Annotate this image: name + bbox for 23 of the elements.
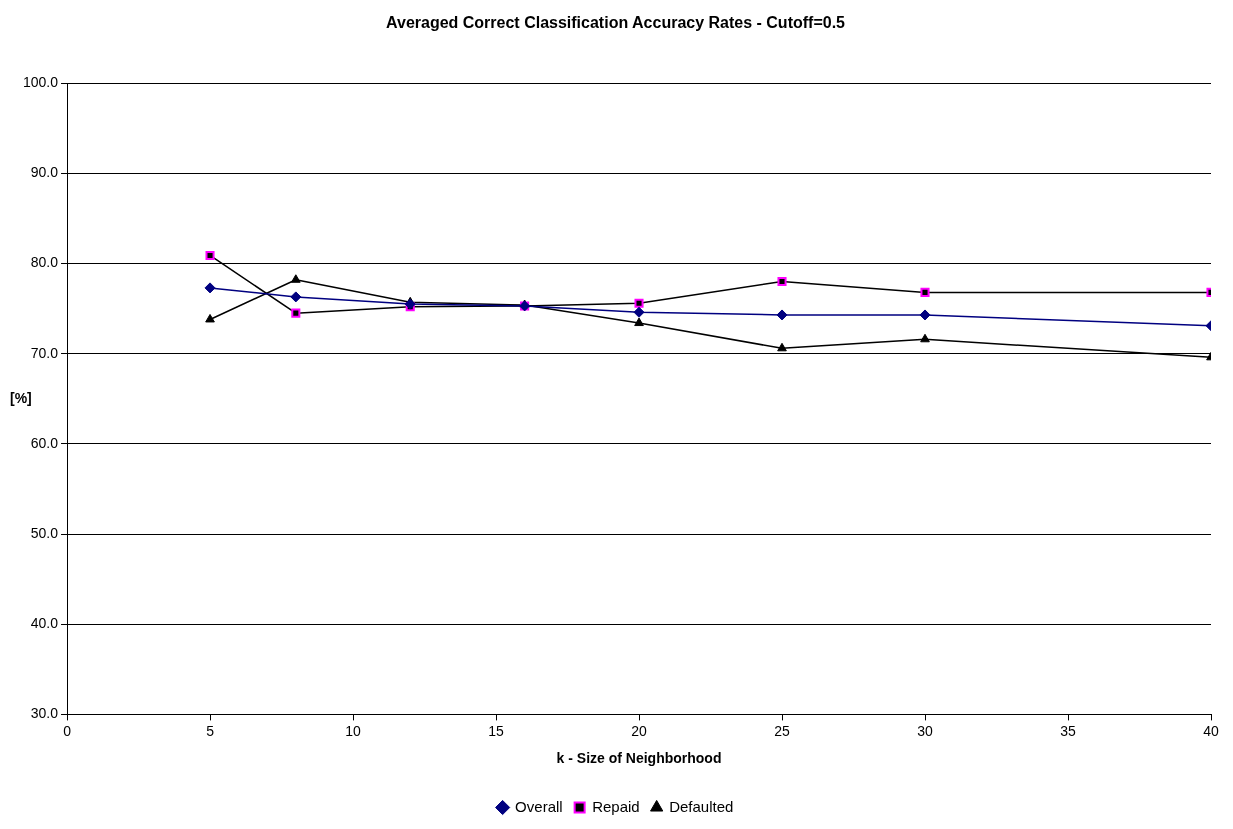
x-axis-title: k - Size of Neighborhood [556,750,722,767]
x-tick-label: 25 [774,722,791,739]
legend-label: Defaulted [669,797,734,815]
x-tick-label: 15 [488,722,505,739]
legend-label: Overall [515,797,563,815]
x-tick-label: 40 [1203,722,1219,739]
x-tick-label: 10 [345,722,362,739]
y-tick-label: 50.0 [30,524,59,541]
chart-title: Averaged Correct Classification Accuracy Rates - Cutoff=0.5 [386,14,846,32]
y-tick-label: 60.0 [30,434,59,451]
x-tick-label: 20 [631,722,648,739]
y-tick-label: 80.0 [30,254,59,271]
legend-label: Repaid [592,797,640,815]
y-tick-label: 70.0 [30,344,59,361]
y-tick-label: 90.0 [30,164,59,181]
x-tick-label: 30 [917,722,934,739]
y-axis-title: [%] [10,389,32,406]
y-tick-label: 100.0 [22,74,59,91]
y-tick-label: 40.0 [30,615,59,632]
y-tick-label: 30.0 [30,705,59,722]
x-tick-label: 5 [206,722,215,739]
x-tick-label: 0 [63,722,72,739]
x-tick-label: 35 [1060,722,1076,739]
